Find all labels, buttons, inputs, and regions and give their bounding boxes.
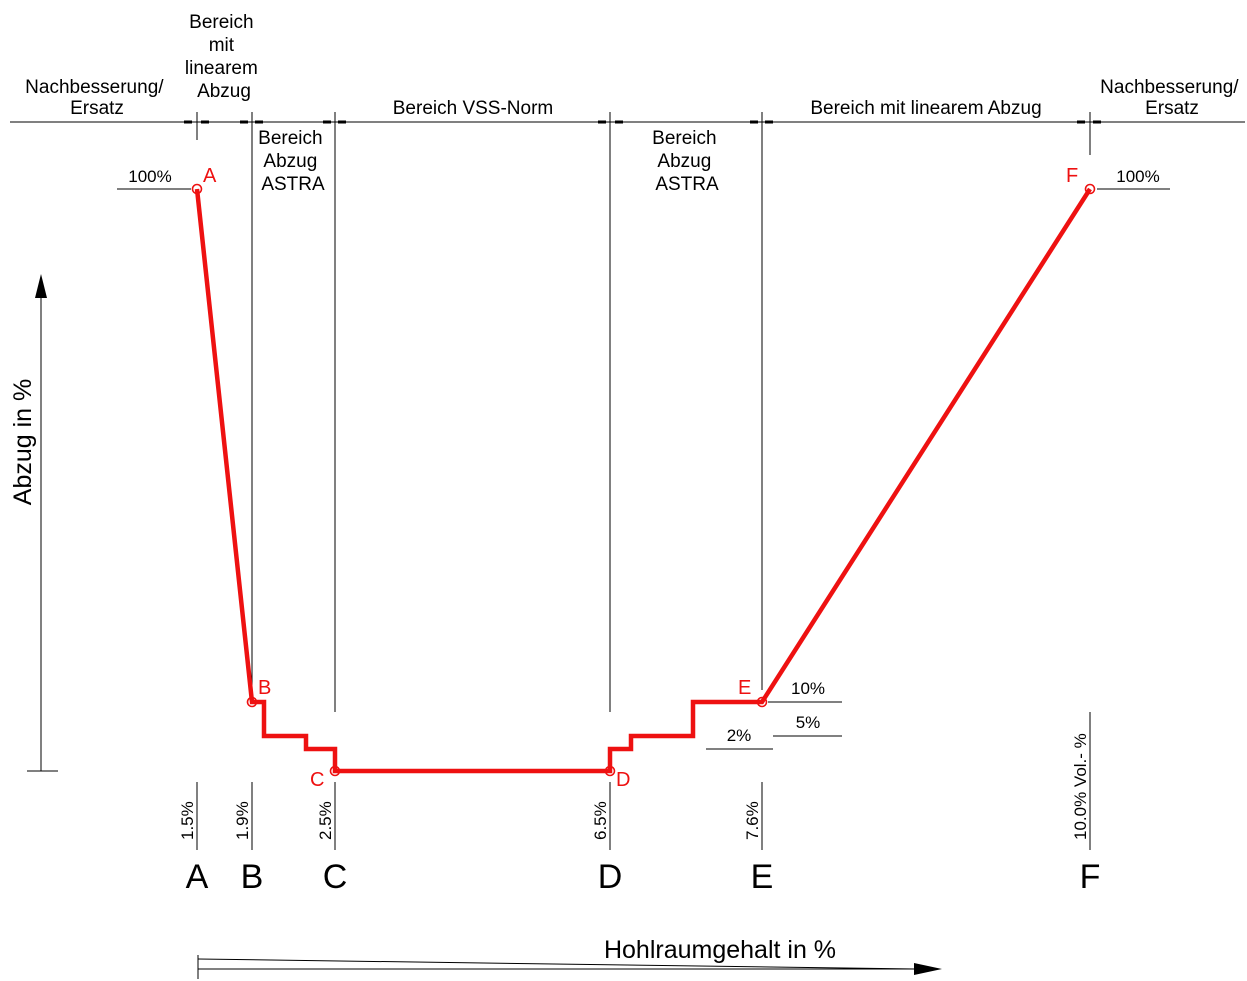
x-value-f: 10.0% Vol.- %: [1071, 733, 1090, 840]
x-value-b: 1.9%: [233, 801, 252, 840]
point-label-e: E: [738, 677, 751, 699]
letter-b: B: [241, 858, 264, 896]
label-e-10: 10%: [791, 679, 825, 698]
x-value-e: 7.6%: [743, 801, 762, 840]
y-axis-title: Abzug in %: [9, 379, 37, 505]
deduction-curve: [194, 187, 1092, 774]
x-value-lines: [196, 782, 763, 850]
region-vss: Bereich VSS-Norm: [393, 98, 554, 119]
letter-f: F: [1080, 858, 1101, 896]
point-label-c: C: [310, 769, 324, 791]
label-e-5: 5%: [796, 713, 821, 732]
region-left-astra: Bereich Abzug ASTRA: [258, 128, 328, 195]
region-right-astra: Bereich Abzug ASTRA: [652, 128, 722, 195]
letter-c: C: [323, 858, 348, 896]
x-value-d: 6.5%: [591, 801, 610, 840]
region-right-repair: Nachbesserung/ Ersatz: [1100, 77, 1244, 119]
label-a-100: 100%: [128, 167, 171, 186]
letter-e: E: [751, 858, 774, 896]
x-value-a: 1.5%: [178, 801, 197, 840]
region-right-linear: Bereich mit linearem Abzug: [810, 98, 1041, 119]
x-value-c: 2.5%: [316, 801, 335, 840]
point-label-f: F: [1066, 165, 1078, 187]
region-left-repair: Nachbesserung/ Ersatz: [25, 77, 169, 119]
point-label-b: B: [258, 677, 271, 699]
point-label-d: D: [616, 769, 630, 791]
letter-d: D: [598, 858, 623, 896]
x-axis-title: Hohlraumgehalt in %: [604, 936, 836, 964]
curve-points: [191, 183, 1096, 777]
point-label-a: A: [203, 165, 217, 187]
label-e-2: 2%: [727, 726, 752, 745]
region-left-linear: Bereich mit linearem Abzug: [185, 12, 263, 102]
y-axis: [27, 274, 58, 772]
letter-a: A: [186, 858, 209, 896]
x-axis: [197, 955, 942, 979]
label-f-100: 100%: [1116, 167, 1159, 186]
